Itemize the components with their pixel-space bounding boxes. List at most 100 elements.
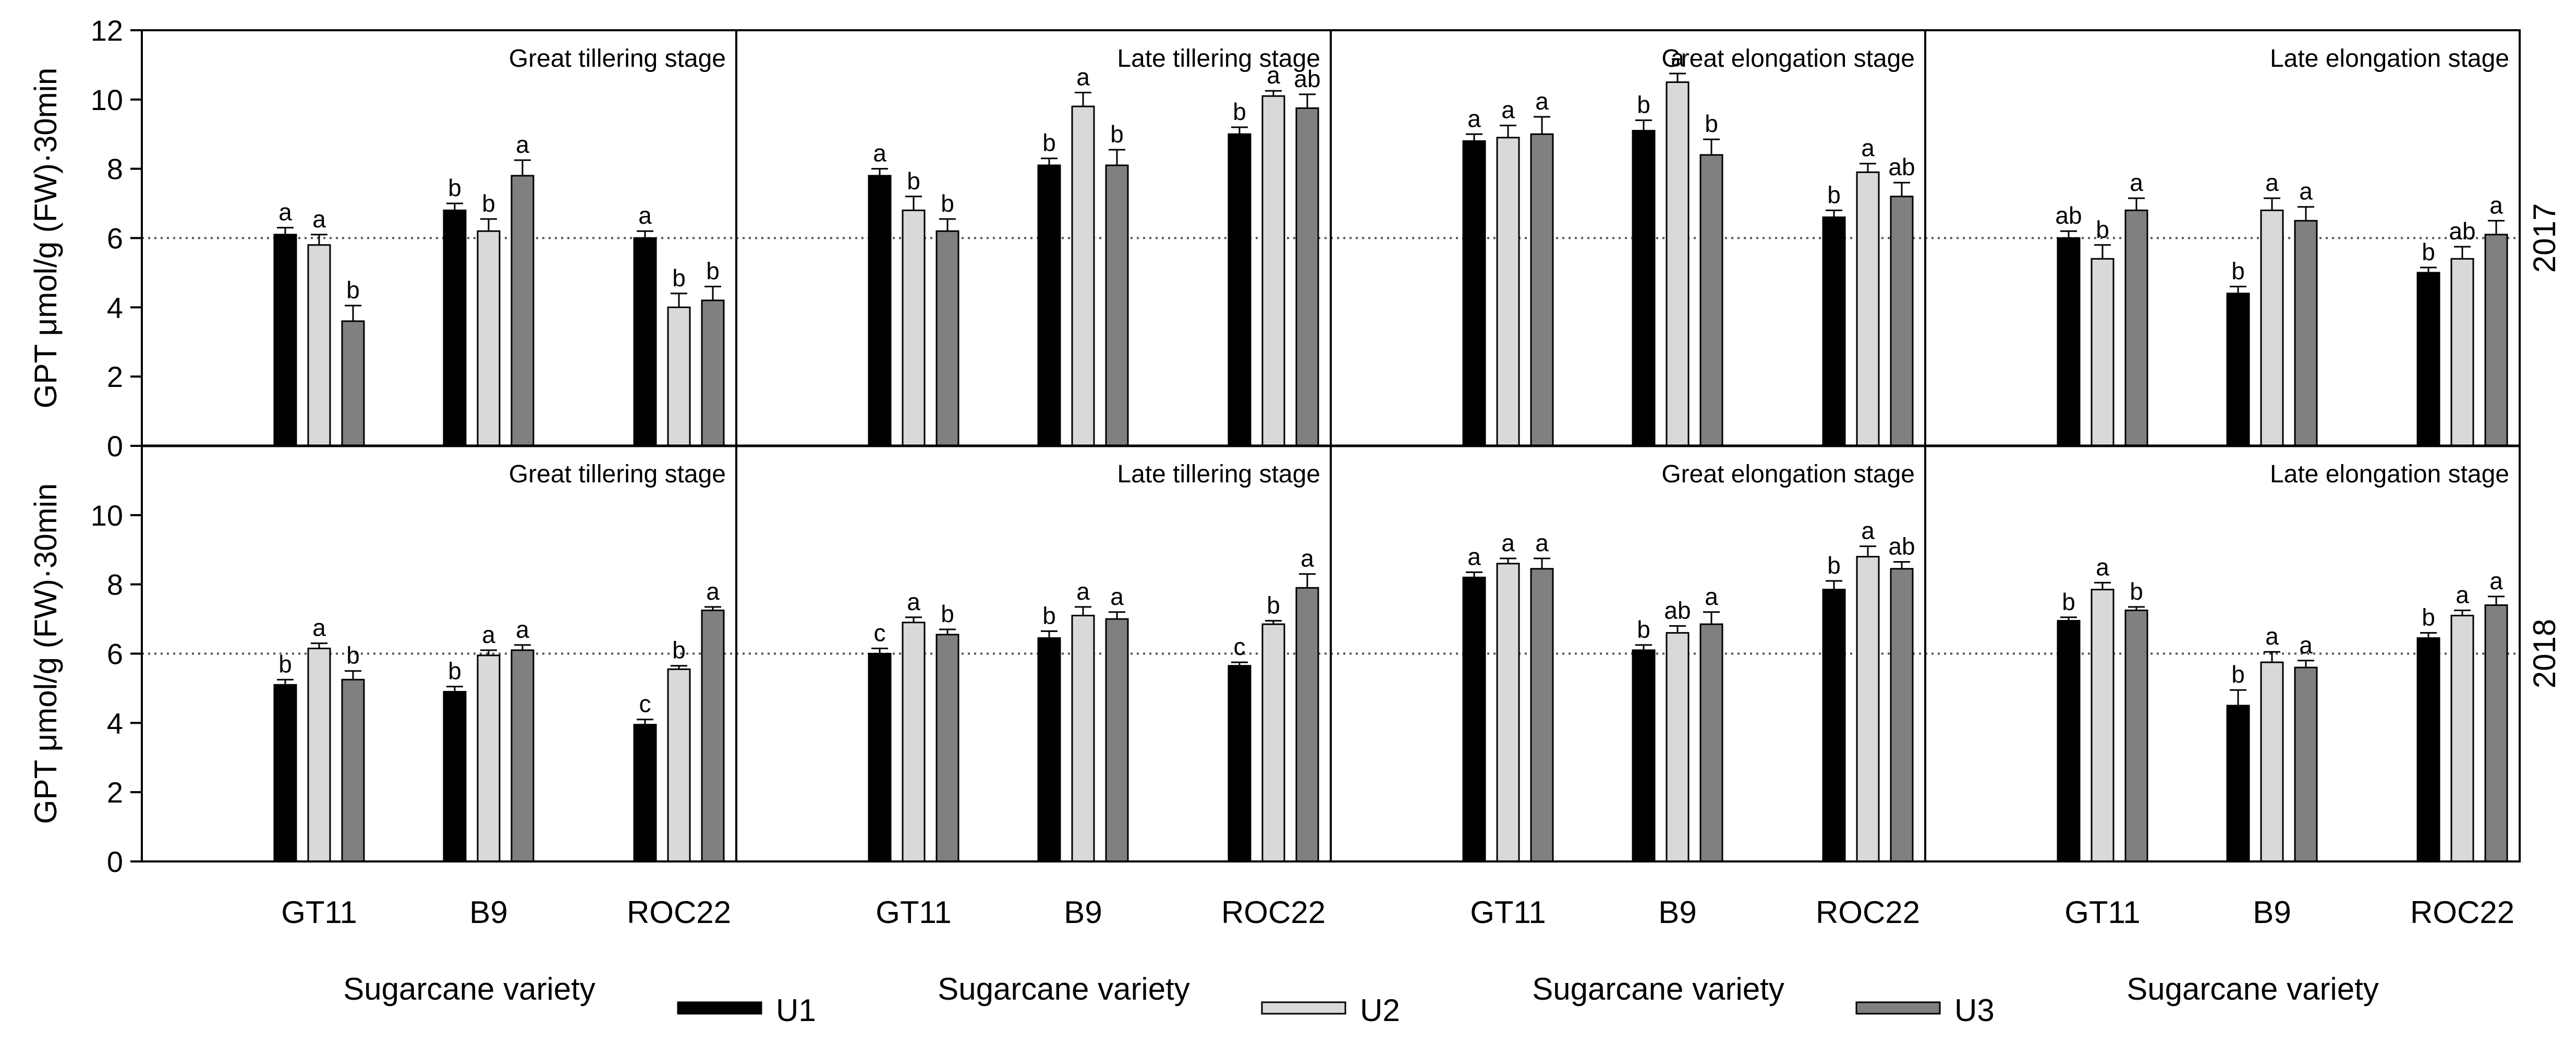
bar-u2 [1071,105,1095,447]
significance-letter: b [346,276,360,303]
x-category-label: ROC22 [1221,895,1326,930]
bar-u3 [701,609,725,862]
bar-u3 [1699,623,1723,862]
bar-u1 [2226,293,2250,447]
x-category-label: ROC22 [1816,895,1920,930]
bar-u3 [1105,164,1129,447]
significance-letter: a [1535,88,1549,115]
bar-u1 [1037,164,1061,447]
significance-letter: b [1042,129,1056,156]
bar-u1 [443,209,467,447]
bar-u2 [307,244,331,447]
panel-stage-title: Great elongation stage [1661,45,1915,72]
significance-letter: b [1233,98,1246,125]
significance-letter: a [1301,545,1314,572]
significance-letter: b [2231,257,2245,284]
significance-letter: b [1110,120,1124,148]
significance-letter: a [873,140,886,167]
bar-u1 [633,724,657,862]
bar-u1 [1822,589,1846,862]
significance-letter: b [1705,110,1718,137]
bar-u3 [341,320,365,447]
significance-letter: a [706,578,720,605]
significance-letter: ab [2055,202,2082,229]
bar-u2 [1666,81,1690,447]
bar-u2 [2260,209,2284,447]
bar-u3 [2484,604,2508,862]
bar-u1 [2416,272,2440,447]
bar-u2 [2450,258,2474,447]
legend-swatch-u1 [677,1001,762,1015]
significance-letter: b [907,167,920,195]
significance-letter: a [2130,169,2143,196]
x-category-label: B9 [469,895,507,930]
bar-u1 [1228,665,1251,862]
significance-letter: a [907,588,920,615]
bar-u3 [1530,568,1554,862]
significance-letter: a [2299,178,2313,205]
significance-letter: b [2062,588,2075,615]
x-category-label: ROC22 [2410,895,2514,930]
bar-u1 [868,175,892,447]
bar-u3 [341,678,365,862]
significance-letter: b [2130,578,2143,605]
y-tick-label: 6 [107,638,123,671]
bar-u2 [1666,632,1690,862]
x-category-label: GT11 [1470,895,1546,930]
bar-u2 [1261,95,1285,447]
bar-u1 [1037,637,1061,862]
bar-u1 [1822,216,1846,447]
y-tick-label: 8 [107,568,123,601]
significance-letter: b [2096,216,2109,243]
bar-u2 [2260,661,2284,862]
bar-u1 [1632,649,1656,862]
x-category-label: B9 [1064,895,1102,930]
significance-letter: b [1637,616,1650,643]
significance-letter: a [516,131,529,158]
significance-letter: b [448,174,461,201]
panel-stage-title: Great elongation stage [1661,460,1915,488]
x-category-label: GT11 [876,895,952,930]
bar-u2 [2091,258,2115,447]
bar-u1 [633,237,657,447]
x-axis-title: Sugarcane variety [343,971,596,1006]
significance-letter: b [672,264,686,291]
significance-letter: c [874,619,886,647]
bar-u3 [935,230,959,447]
bar-u2 [902,622,926,862]
significance-letter: a [2265,623,2279,650]
bar-u2 [1856,171,1880,447]
significance-letter: b [1827,181,1841,208]
significance-letter: b [482,190,495,217]
legend-swatch-u2 [1261,1001,1346,1015]
significance-letter: ab [1888,532,1915,560]
bar-u3 [1530,133,1554,447]
significance-letter: a [2489,567,2503,594]
legend-swatch-u3 [1855,1001,1941,1015]
bar-u2 [667,668,691,862]
significance-letter: a [516,616,529,643]
significance-letter: a [638,202,652,229]
y-tick-label: 8 [107,153,123,186]
bar-u3 [701,299,725,447]
significance-letter: b [1267,591,1280,618]
legend-label-u1: U1 [776,993,816,1028]
bar-u1 [2226,704,2250,862]
significance-letter: b [2231,661,2245,688]
bar-u2 [477,654,501,862]
bar-u3 [1699,154,1723,447]
legend-label-u3: U3 [1954,993,1995,1028]
bar-u3 [1890,196,1914,447]
chart-legend: U1 U2 U3 [677,993,1995,1028]
y-tick-label: 2 [107,776,123,809]
significance-letter: c [639,690,651,718]
bar-u3 [2124,609,2148,862]
significance-letter: a [2456,581,2469,608]
significance-letter: b [1637,91,1650,118]
chart-axes: 0 2 4 6 8 10 12 GPT μmol/g (FW)·30min 2017 0 2 4 6 8 1… [28,14,2562,1006]
bar-u3 [935,634,959,862]
y-tick-label: 10 [91,83,123,116]
